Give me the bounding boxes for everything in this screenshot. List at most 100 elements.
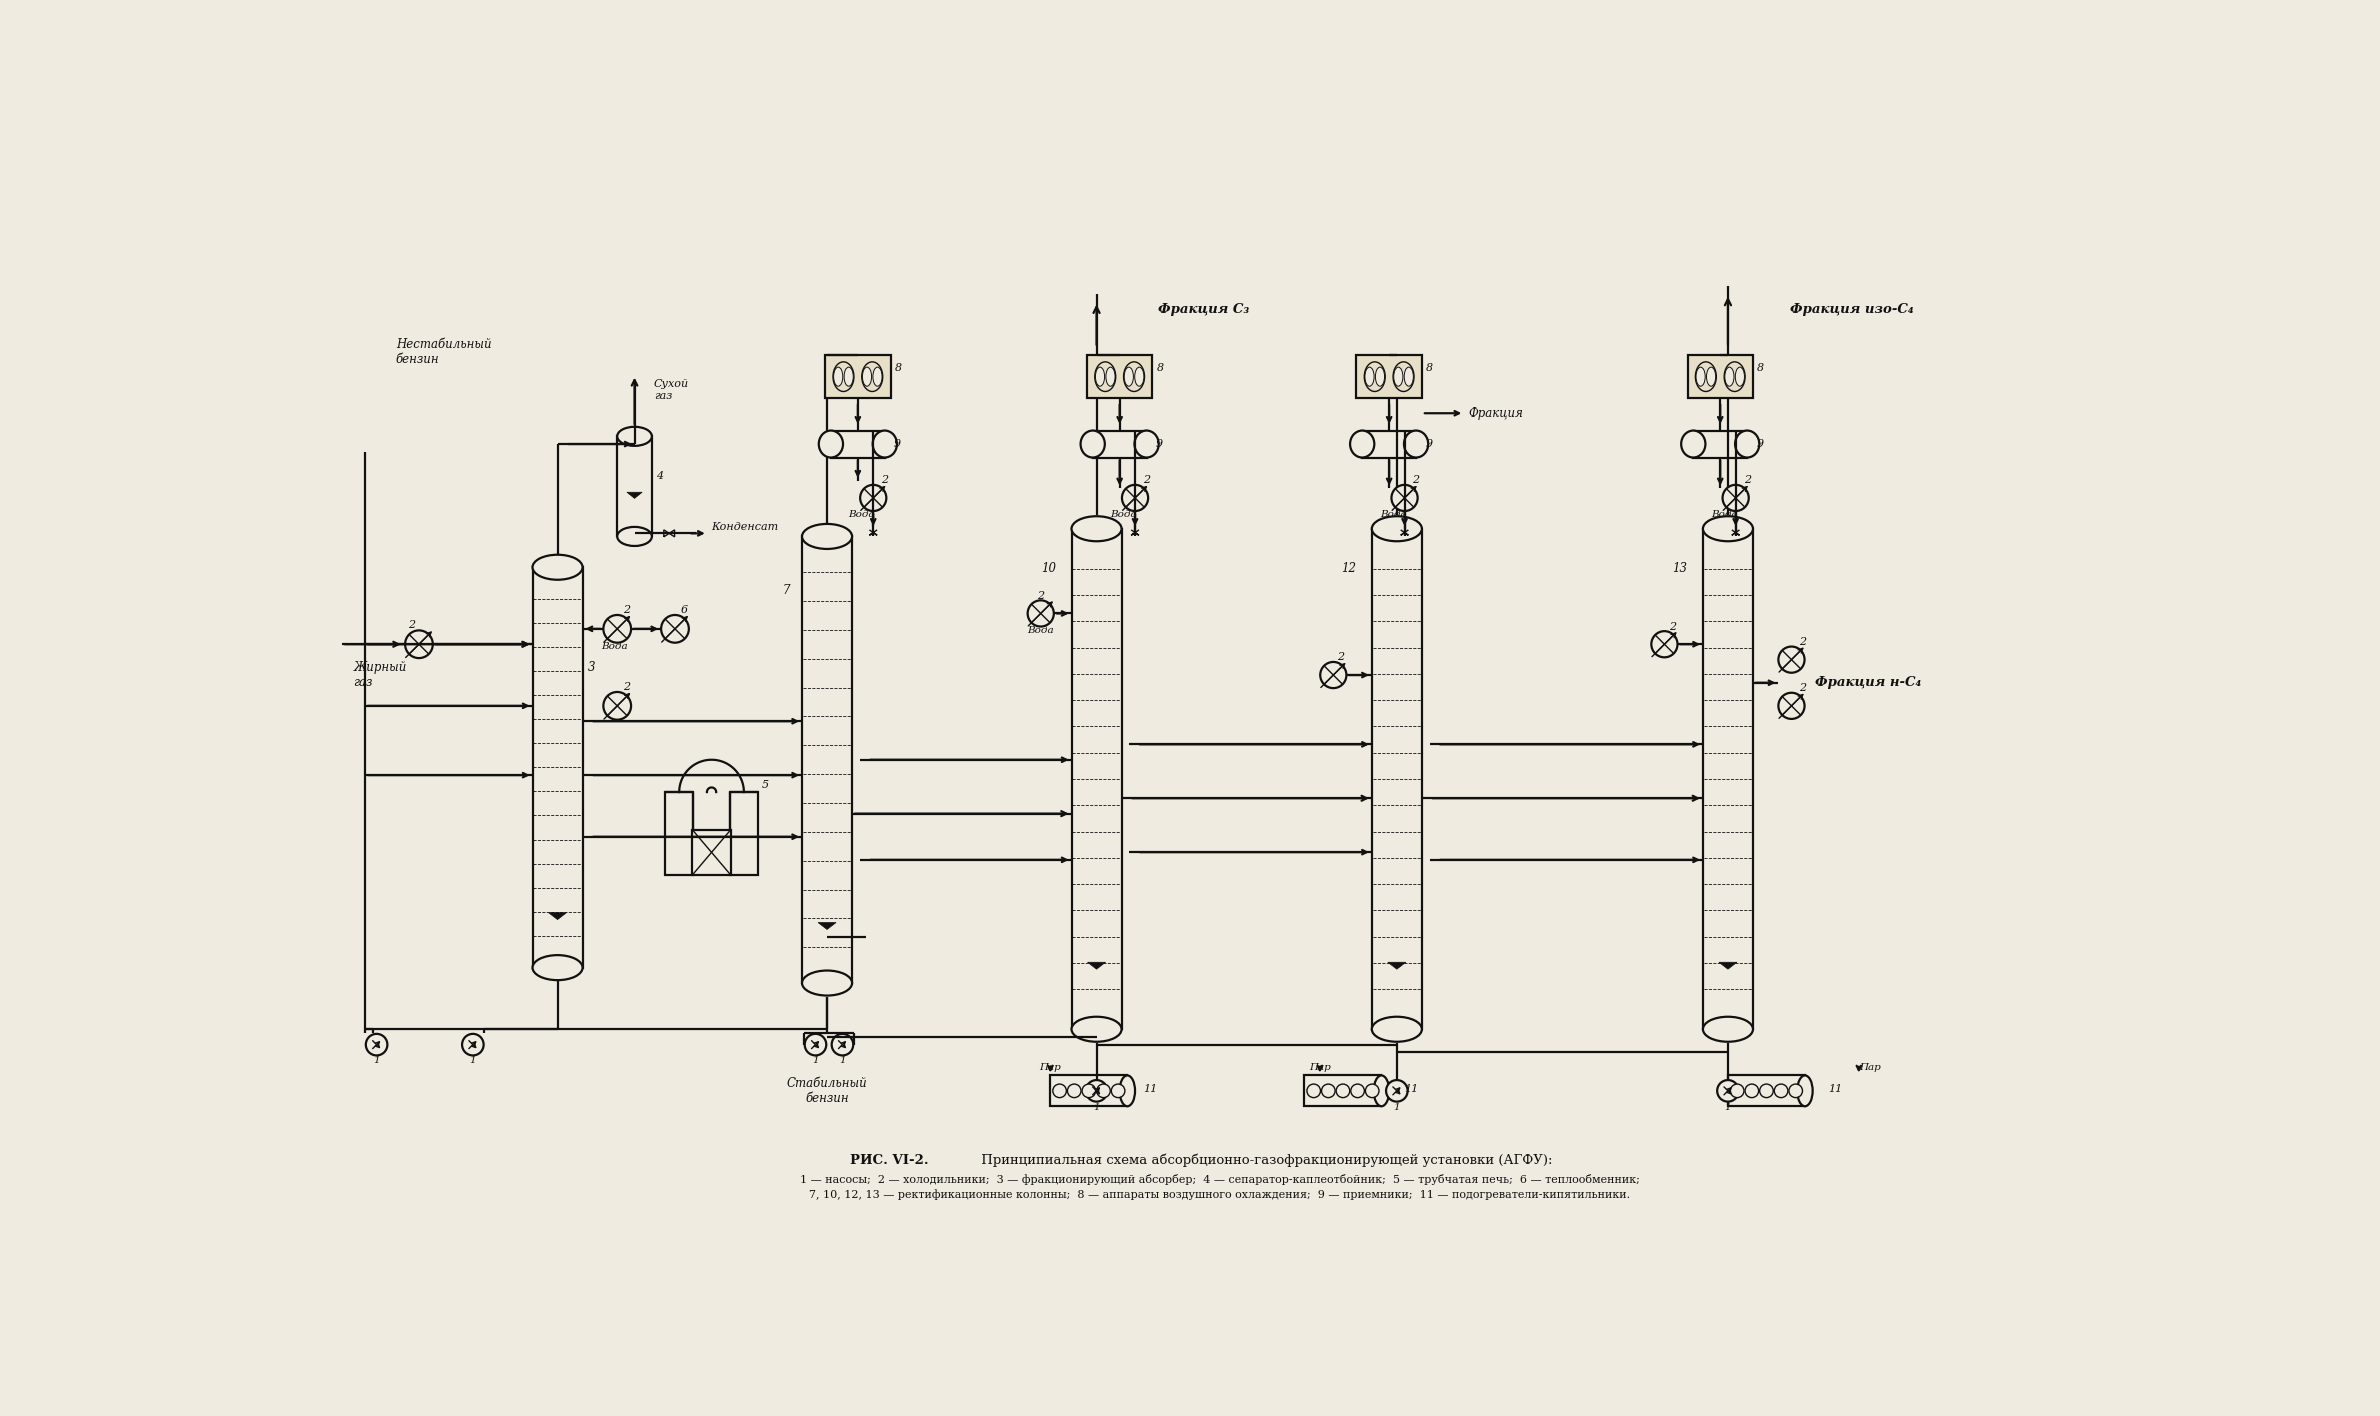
- Text: Пар: Пар: [1040, 1063, 1061, 1072]
- Circle shape: [1366, 1085, 1378, 1097]
- Text: 1: 1: [840, 1055, 845, 1065]
- Circle shape: [1392, 484, 1418, 511]
- Text: Вода: Вода: [1028, 626, 1054, 634]
- Ellipse shape: [1366, 367, 1373, 387]
- Text: 1: 1: [1395, 1103, 1399, 1113]
- Text: Стабильный
бензин: Стабильный бензин: [788, 1076, 866, 1104]
- Circle shape: [462, 1034, 483, 1055]
- Ellipse shape: [1726, 367, 1735, 387]
- Circle shape: [1745, 1085, 1759, 1097]
- Ellipse shape: [1723, 362, 1745, 391]
- Text: 2: 2: [624, 605, 631, 615]
- Circle shape: [1718, 1080, 1740, 1102]
- Ellipse shape: [1071, 517, 1121, 541]
- Bar: [533, 568, 583, 967]
- Ellipse shape: [802, 524, 852, 549]
- Text: 1: 1: [1092, 1103, 1100, 1113]
- Text: 3: 3: [588, 661, 595, 674]
- Ellipse shape: [1095, 367, 1104, 387]
- Ellipse shape: [1349, 430, 1373, 457]
- Ellipse shape: [862, 367, 871, 387]
- Text: 2: 2: [624, 681, 631, 691]
- Ellipse shape: [1371, 1017, 1421, 1042]
- Ellipse shape: [1697, 367, 1704, 387]
- Ellipse shape: [1704, 1017, 1754, 1042]
- Circle shape: [1352, 1085, 1364, 1097]
- Text: Принципиальная схема абсорбционно-газофракционирующей установки (АГФУ):: Принципиальная схема абсорбционно-газофр…: [978, 1154, 1552, 1167]
- Text: Фракция: Фракция: [1468, 406, 1523, 419]
- Text: 8: 8: [1756, 362, 1764, 374]
- Ellipse shape: [1797, 1075, 1814, 1106]
- Text: 2: 2: [1142, 476, 1150, 486]
- Text: 2: 2: [1414, 476, 1418, 486]
- Ellipse shape: [1135, 367, 1145, 387]
- Ellipse shape: [1107, 367, 1116, 387]
- Bar: [1728, 1075, 1804, 1106]
- Text: 2: 2: [1338, 653, 1345, 663]
- Text: 12: 12: [1342, 562, 1357, 575]
- Ellipse shape: [862, 362, 883, 391]
- Ellipse shape: [1706, 367, 1716, 387]
- Text: 9: 9: [1426, 439, 1433, 449]
- Bar: [1357, 355, 1421, 398]
- Circle shape: [1778, 647, 1804, 673]
- Bar: [1371, 528, 1421, 1029]
- Text: Пар: Пар: [1859, 1063, 1880, 1072]
- Ellipse shape: [833, 367, 843, 387]
- Circle shape: [1759, 1085, 1773, 1097]
- Text: 5: 5: [762, 780, 769, 790]
- Circle shape: [405, 630, 433, 658]
- Ellipse shape: [802, 970, 852, 995]
- Text: 8: 8: [1157, 362, 1164, 374]
- Ellipse shape: [873, 367, 883, 387]
- Bar: [1088, 355, 1152, 398]
- Text: 7, 10, 12, 13 — ректификационные колонны;  8 — аппараты воздушного охлаждения;  : 7, 10, 12, 13 — ректификационные колонны…: [809, 1189, 1630, 1201]
- Polygon shape: [1388, 963, 1407, 969]
- Ellipse shape: [616, 426, 652, 446]
- Bar: [1692, 430, 1747, 457]
- Text: 4: 4: [657, 472, 664, 481]
- Ellipse shape: [1135, 430, 1159, 457]
- Text: 2: 2: [1038, 590, 1045, 600]
- Circle shape: [1790, 1085, 1802, 1097]
- Polygon shape: [547, 913, 566, 919]
- Circle shape: [1321, 1085, 1335, 1097]
- Ellipse shape: [1119, 1075, 1135, 1106]
- Polygon shape: [819, 922, 835, 929]
- Bar: [616, 436, 652, 537]
- Ellipse shape: [1371, 517, 1421, 541]
- Bar: [826, 355, 890, 398]
- Text: 2: 2: [881, 476, 888, 486]
- Ellipse shape: [1735, 367, 1745, 387]
- Bar: [802, 537, 852, 983]
- Text: 2: 2: [1799, 637, 1806, 647]
- Text: 11: 11: [1404, 1085, 1418, 1095]
- Text: Вода: Вода: [1109, 510, 1138, 520]
- Polygon shape: [626, 493, 643, 498]
- Circle shape: [1052, 1085, 1066, 1097]
- Text: РИС. VI-2.: РИС. VI-2.: [850, 1154, 928, 1167]
- Ellipse shape: [1695, 362, 1716, 391]
- Bar: [731, 792, 757, 875]
- Ellipse shape: [1095, 362, 1116, 391]
- Bar: [1361, 430, 1416, 457]
- Text: 9: 9: [895, 439, 902, 449]
- Circle shape: [605, 615, 631, 643]
- Circle shape: [367, 1034, 388, 1055]
- Bar: [831, 430, 885, 457]
- Circle shape: [1730, 1085, 1745, 1097]
- Ellipse shape: [1395, 367, 1402, 387]
- Text: 1: 1: [1726, 1103, 1730, 1113]
- Text: Конденсат: Конденсат: [712, 523, 778, 532]
- Text: 11: 11: [1828, 1085, 1842, 1095]
- Ellipse shape: [1735, 430, 1759, 457]
- Circle shape: [1111, 1085, 1126, 1097]
- Bar: [666, 792, 693, 875]
- Circle shape: [1775, 1085, 1787, 1097]
- Text: 2: 2: [407, 620, 414, 630]
- Ellipse shape: [833, 362, 854, 391]
- Text: 8: 8: [895, 362, 902, 374]
- Text: 2: 2: [1799, 683, 1806, 692]
- Circle shape: [1385, 1080, 1407, 1102]
- Bar: [1050, 1075, 1128, 1106]
